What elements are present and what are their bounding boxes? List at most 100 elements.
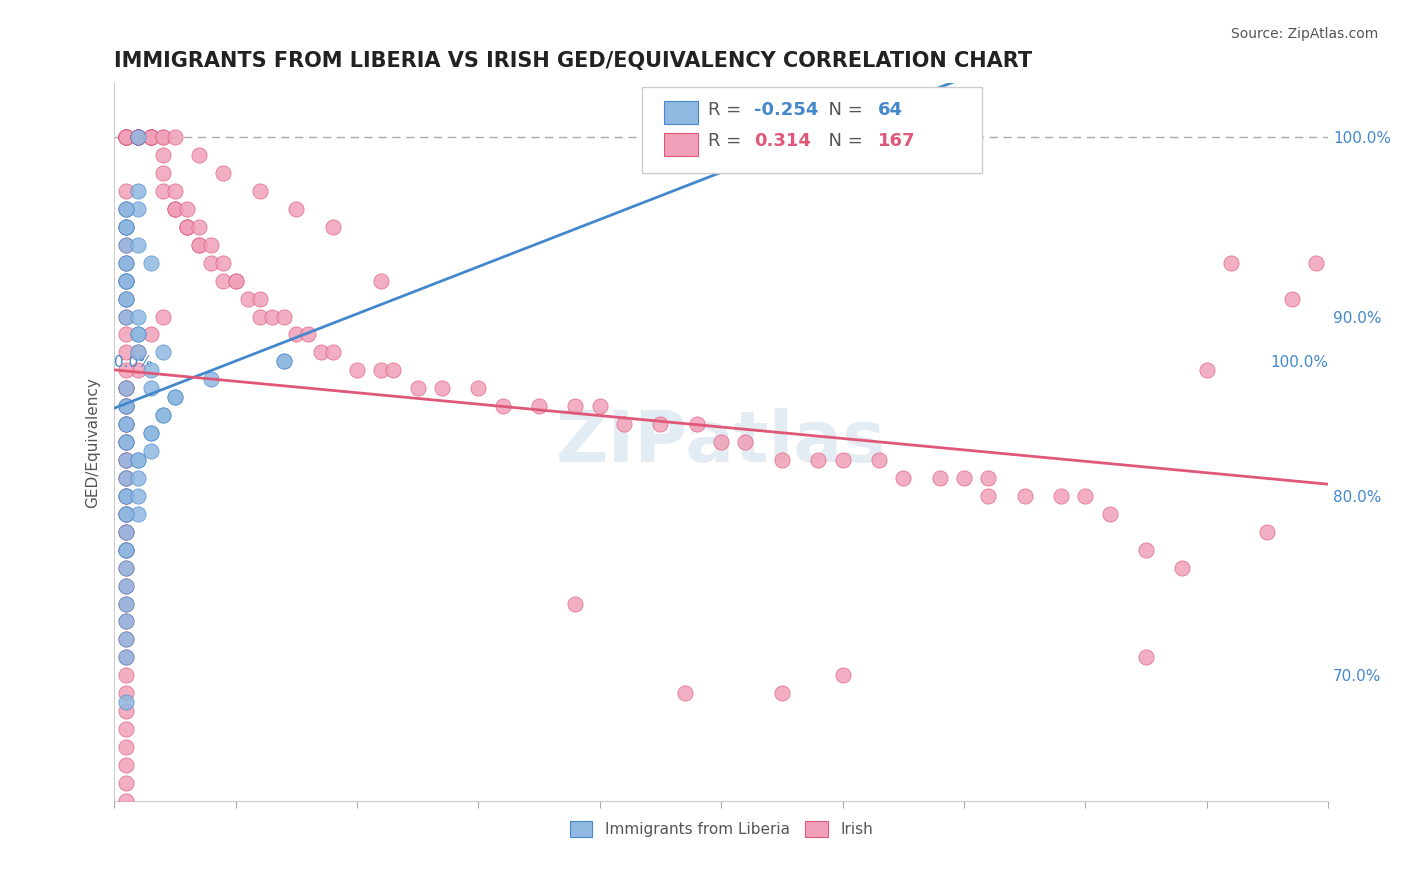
Point bbox=[200, 237, 222, 252]
Point bbox=[127, 130, 149, 145]
Point bbox=[139, 130, 162, 145]
Point bbox=[115, 417, 138, 432]
Point bbox=[115, 345, 138, 359]
Point bbox=[115, 219, 138, 234]
Point bbox=[139, 130, 162, 145]
Point bbox=[139, 130, 162, 145]
Point bbox=[115, 471, 138, 485]
Point bbox=[127, 453, 149, 467]
Point bbox=[115, 399, 138, 413]
Point bbox=[127, 130, 149, 145]
Point bbox=[152, 345, 174, 359]
Point bbox=[370, 363, 392, 377]
Point bbox=[260, 310, 283, 324]
Point bbox=[115, 130, 138, 145]
Point bbox=[249, 310, 271, 324]
Point bbox=[285, 327, 308, 342]
Point bbox=[139, 426, 162, 441]
Point bbox=[115, 310, 138, 324]
Point bbox=[115, 219, 138, 234]
Y-axis label: GED/Equivalency: GED/Equivalency bbox=[86, 376, 100, 508]
Point bbox=[163, 390, 186, 404]
Point bbox=[807, 453, 830, 467]
Point bbox=[236, 292, 259, 306]
Point bbox=[115, 489, 138, 503]
Point bbox=[115, 292, 138, 306]
Point bbox=[115, 632, 138, 647]
Point bbox=[285, 202, 308, 216]
Point bbox=[953, 471, 976, 485]
Point bbox=[115, 202, 138, 216]
Point bbox=[127, 237, 149, 252]
Point bbox=[115, 542, 138, 557]
Point bbox=[152, 408, 174, 422]
Point bbox=[127, 327, 149, 342]
Point bbox=[115, 524, 138, 539]
Point bbox=[152, 408, 174, 422]
Point bbox=[115, 704, 138, 718]
Point bbox=[139, 130, 162, 145]
Legend: Immigrants from Liberia, Irish: Immigrants from Liberia, Irish bbox=[564, 815, 879, 844]
Point bbox=[686, 417, 709, 432]
Point bbox=[127, 130, 149, 145]
Point bbox=[115, 417, 138, 432]
Point bbox=[977, 471, 1000, 485]
Point bbox=[1074, 489, 1097, 503]
Point bbox=[200, 256, 222, 270]
Point bbox=[127, 130, 149, 145]
Point bbox=[115, 435, 138, 450]
Point bbox=[127, 327, 149, 342]
Point bbox=[115, 130, 138, 145]
Point bbox=[346, 363, 368, 377]
Point bbox=[188, 148, 211, 162]
Point bbox=[249, 292, 271, 306]
Point bbox=[115, 453, 138, 467]
Point bbox=[115, 758, 138, 772]
Point bbox=[115, 202, 138, 216]
Point bbox=[152, 310, 174, 324]
Point bbox=[115, 202, 138, 216]
Point bbox=[127, 130, 149, 145]
Point bbox=[115, 130, 138, 145]
Point bbox=[115, 489, 138, 503]
Point bbox=[1256, 524, 1278, 539]
Point bbox=[115, 130, 138, 145]
Point bbox=[115, 507, 138, 521]
Point bbox=[115, 399, 138, 413]
Point bbox=[115, 597, 138, 611]
Point bbox=[115, 615, 138, 629]
Point bbox=[115, 130, 138, 145]
Point bbox=[212, 166, 235, 180]
Text: N =: N = bbox=[817, 133, 869, 151]
Point bbox=[115, 524, 138, 539]
Point bbox=[734, 435, 756, 450]
Point bbox=[139, 426, 162, 441]
Point bbox=[382, 363, 405, 377]
Point bbox=[249, 184, 271, 198]
Point bbox=[139, 363, 162, 377]
Point bbox=[139, 381, 162, 395]
Point bbox=[115, 668, 138, 682]
Point bbox=[115, 256, 138, 270]
Point bbox=[139, 444, 162, 458]
Point bbox=[127, 345, 149, 359]
Point bbox=[115, 399, 138, 413]
Point bbox=[152, 130, 174, 145]
Point bbox=[115, 471, 138, 485]
Point bbox=[1220, 256, 1243, 270]
Text: ZIPatlas: ZIPatlas bbox=[557, 408, 886, 476]
Text: 0.0%: 0.0% bbox=[114, 355, 153, 369]
Point bbox=[115, 399, 138, 413]
Point bbox=[139, 130, 162, 145]
Point bbox=[273, 310, 295, 324]
Point bbox=[868, 453, 890, 467]
Point bbox=[115, 381, 138, 395]
Point bbox=[139, 130, 162, 145]
Point bbox=[115, 310, 138, 324]
Point bbox=[297, 327, 319, 342]
Point bbox=[225, 274, 247, 288]
Point bbox=[115, 381, 138, 395]
Point bbox=[152, 148, 174, 162]
Point bbox=[527, 399, 550, 413]
Point bbox=[115, 776, 138, 790]
